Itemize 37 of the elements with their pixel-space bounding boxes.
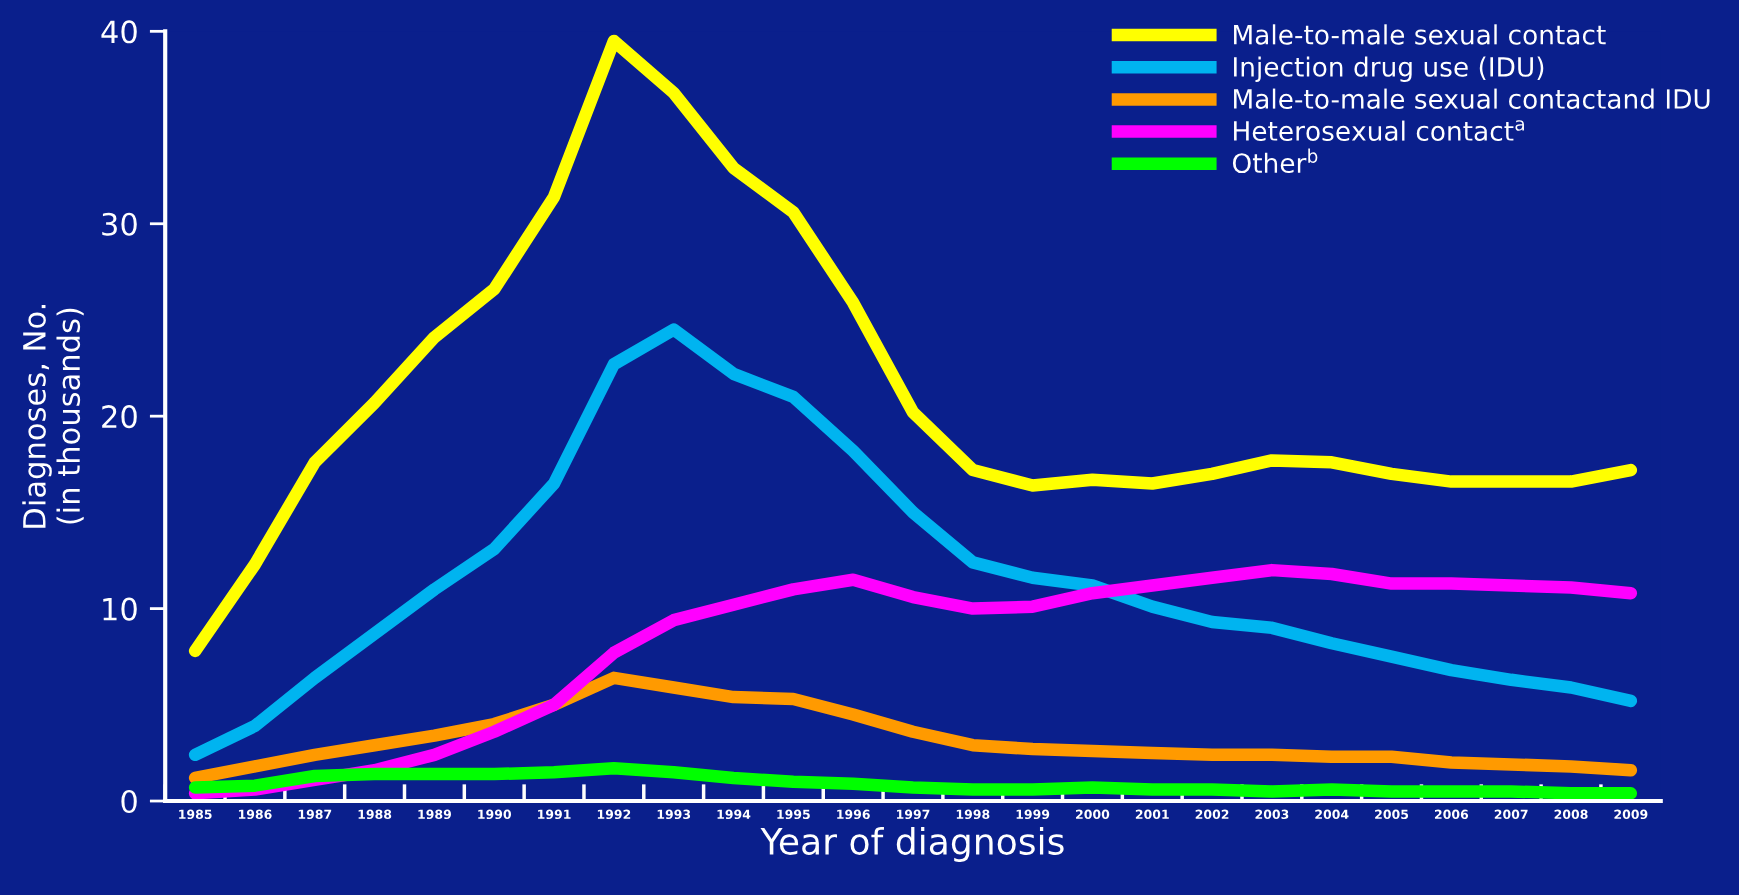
- x-tick-label: 2005: [1375, 809, 1409, 820]
- legend-label: Male-to-male sexual contact: [1234, 24, 1606, 45]
- x-tick-label: 1994: [717, 809, 751, 820]
- legend-label: Heterosexual contact$^{a}$: [1234, 120, 1524, 141]
- x-tick-label: 1997: [896, 809, 930, 820]
- x-tick-label: 1990: [478, 809, 512, 820]
- x-tick-label: 2002: [1195, 809, 1229, 820]
- y-tick-label: 0: [121, 789, 137, 814]
- y-tick-label: 10: [103, 597, 137, 621]
- legend-label: Male-to-male sexual contactand IDU: [1234, 88, 1710, 109]
- x-tick-label: 1988: [358, 809, 392, 820]
- x-tick-label: 2000: [1076, 809, 1110, 820]
- x-tick-label: 1993: [657, 809, 691, 820]
- x-tick-label: 2007: [1494, 809, 1528, 820]
- x-tick-label: 1987: [298, 809, 332, 820]
- x-tick-label: 1985: [179, 809, 212, 820]
- y-tick-label: 30: [102, 212, 137, 236]
- y-tick-label: 20: [102, 405, 137, 429]
- x-tick-label: 1999: [1016, 809, 1050, 820]
- x-tick-label: 2006: [1434, 809, 1469, 820]
- x-tick-label: 1995: [777, 809, 810, 820]
- x-tick-label: 2003: [1255, 809, 1289, 820]
- y-axis-title: Diagnoses, No. (in thousands): [22, 304, 84, 528]
- x-tick-label: 2008: [1554, 809, 1588, 820]
- x-tick-label: 1996: [837, 809, 870, 820]
- x-tick-label: 2001: [1135, 809, 1169, 820]
- legend-label: Other$^{b}$: [1232, 148, 1318, 174]
- x-tick-label: 1986: [238, 809, 272, 820]
- y-tick-label: 40: [101, 20, 137, 44]
- legend-label: Injection drug use (IDU): [1234, 56, 1544, 82]
- x-tick-label: 1992: [597, 809, 631, 820]
- x-tick-label: 2004: [1315, 809, 1349, 820]
- x-tick-label: 1991: [538, 809, 571, 820]
- x-tick-label: 2009: [1614, 809, 1648, 820]
- x-tick-label: 1989: [418, 809, 451, 820]
- x-tick-label: 1998: [956, 809, 990, 820]
- x-axis-title: Year of diagnosis: [760, 827, 1064, 862]
